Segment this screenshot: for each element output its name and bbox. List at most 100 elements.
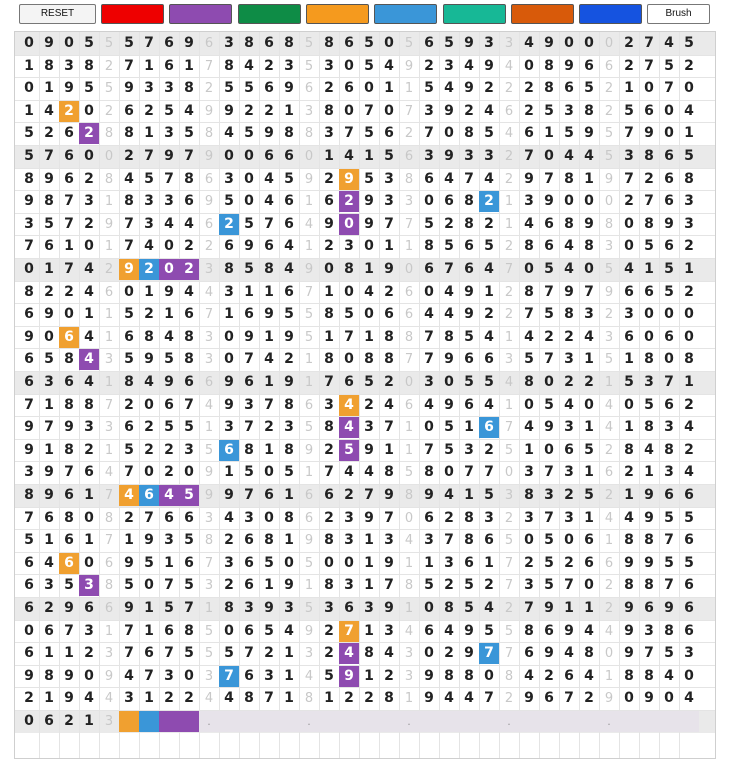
grid-cell[interactable]: 5 (224, 80, 234, 97)
grid-cell[interactable]: 1 (304, 239, 314, 255)
grid-cell[interactable]: 5 (544, 554, 554, 571)
grid-cell[interactable]: 0 (644, 80, 654, 97)
grid-cell[interactable]: 5 (124, 35, 134, 51)
grid-cell[interactable]: 8 (284, 509, 294, 526)
grid-cell[interactable]: 3 (284, 57, 294, 74)
grid-cell[interactable]: 7 (504, 555, 514, 571)
grid-cell[interactable]: 5 (444, 238, 454, 255)
grid-cell[interactable]: 2 (544, 667, 554, 684)
grid-cell[interactable]: 6 (64, 487, 74, 503)
grid-cell[interactable]: 9 (24, 419, 34, 436)
grid-cell[interactable]: 3 (424, 148, 434, 164)
grid-cell[interactable]: 0 (544, 441, 554, 458)
grid-cell[interactable]: 1 (364, 577, 374, 594)
grid-cell[interactable]: 6 (524, 125, 534, 142)
grid-cell[interactable]: 7 (564, 577, 574, 594)
grid-cell[interactable]: 9 (464, 645, 474, 662)
grid-cell[interactable]: 2 (324, 645, 334, 662)
grid-cell[interactable]: 3 (204, 329, 214, 345)
grid-cell[interactable]: 4 (524, 667, 534, 684)
grid-cell[interactable]: 5 (184, 532, 194, 549)
grid-cell[interactable]: 0 (84, 667, 94, 684)
grid-cell[interactable]: 2 (44, 600, 54, 616)
grid-cell[interactable]: 1 (584, 170, 594, 187)
grid-cell[interactable]: 9 (424, 667, 434, 684)
grid-cell[interactable]: 7 (184, 396, 194, 413)
grid-cell[interactable]: 9 (64, 600, 74, 616)
grid-cell[interactable]: 3 (204, 578, 214, 594)
grid-cell[interactable]: 4 (339, 643, 359, 665)
grid-cell[interactable]: 6 (264, 35, 274, 51)
painted-block[interactable] (159, 711, 179, 732)
empty-cell[interactable]: . (199, 711, 219, 732)
grid-cell[interactable]: 4 (484, 102, 494, 119)
grid-cell[interactable]: 4 (84, 328, 94, 345)
grid-cell[interactable]: 1 (644, 261, 654, 277)
grid-cell[interactable]: 1 (584, 419, 594, 436)
grid-cell[interactable]: 3 (104, 646, 114, 662)
grid-cell[interactable]: 6 (264, 238, 274, 255)
grid-cell[interactable]: 3 (524, 577, 534, 594)
grid-cell[interactable]: 5 (184, 577, 194, 594)
grid-cell[interactable]: 8 (584, 645, 594, 662)
empty-cell[interactable] (659, 711, 679, 732)
grid-cell[interactable]: 5 (84, 80, 94, 97)
grid-cell[interactable]: 3 (504, 488, 514, 503)
grid-cell[interactable]: 6 (284, 215, 294, 232)
brush-button[interactable]: Brush (647, 4, 710, 24)
grid-cell[interactable]: 1 (284, 102, 294, 119)
grid-cell[interactable]: 9 (644, 554, 654, 571)
grid-cell[interactable]: 4 (144, 374, 154, 390)
grid-cell[interactable]: 9 (544, 600, 554, 616)
grid-cell[interactable]: 0 (64, 306, 74, 323)
grid-cell[interactable]: 8 (24, 170, 34, 187)
grid-cell[interactable]: 2 (424, 57, 434, 74)
grid-cell[interactable]: 7 (464, 464, 474, 481)
grid-cell[interactable]: 5 (664, 57, 674, 74)
grid-cell[interactable]: 6 (424, 622, 434, 639)
grid-cell[interactable]: 1 (144, 622, 154, 639)
grid-cell[interactable]: 9 (424, 690, 434, 707)
grid-cell[interactable]: 9 (364, 509, 374, 526)
grid-cell[interactable]: 8 (124, 125, 134, 142)
grid-cell[interactable]: 8 (44, 57, 54, 74)
grid-cell[interactable]: 5 (44, 351, 54, 368)
grid-cell[interactable]: 6 (204, 36, 214, 51)
grid-cell[interactable]: 0 (564, 193, 574, 210)
grid-cell[interactable]: 0 (624, 215, 634, 232)
grid-cell[interactable]: 8 (324, 102, 334, 119)
grid-cell[interactable]: 0 (604, 646, 614, 662)
grid-cell[interactable]: 5 (544, 532, 554, 549)
grid-cell[interactable]: 7 (644, 645, 654, 662)
grid-cell[interactable]: 3 (84, 419, 94, 436)
grid-cell[interactable]: 3 (84, 622, 94, 639)
grid-cell[interactable]: 5 (304, 329, 314, 345)
grid-cell[interactable]: 9 (304, 442, 314, 458)
grid-cell[interactable]: 2 (339, 191, 359, 213)
grid-cell[interactable]: 6 (59, 326, 79, 348)
grid-cell[interactable]: 7 (144, 509, 154, 526)
grid-cell[interactable]: 5 (604, 149, 614, 164)
grid-cell[interactable]: 8 (24, 487, 34, 503)
grid-cell[interactable]: 4 (339, 394, 359, 416)
grid-cell[interactable]: 2 (624, 35, 634, 51)
grid-cell[interactable]: 0 (264, 509, 274, 526)
grid-cell[interactable]: 6 (64, 170, 74, 187)
grid-cell[interactable]: 7 (344, 125, 354, 142)
grid-cell[interactable]: 0 (404, 510, 414, 526)
grid-cell[interactable]: 5 (179, 485, 199, 506)
grid-cell[interactable]: 4 (184, 283, 194, 300)
grid-cell[interactable]: 4 (104, 691, 114, 707)
grid-cell[interactable]: 2 (164, 441, 174, 458)
grid-cell[interactable]: 6 (184, 193, 194, 210)
grid-cell[interactable]: 1 (264, 328, 274, 345)
swatch-purple[interactable] (169, 4, 233, 24)
grid-cell[interactable]: 7 (644, 57, 654, 74)
grid-cell[interactable]: 6 (544, 690, 554, 707)
grid-cell[interactable]: 2 (364, 396, 374, 413)
grid-cell[interactable]: 0 (184, 667, 194, 684)
grid-cell[interactable]: 8 (684, 351, 694, 368)
grid-cell[interactable]: 5 (544, 396, 554, 413)
grid-cell[interactable]: 8 (64, 509, 74, 526)
grid-cell[interactable]: 4 (524, 328, 534, 345)
